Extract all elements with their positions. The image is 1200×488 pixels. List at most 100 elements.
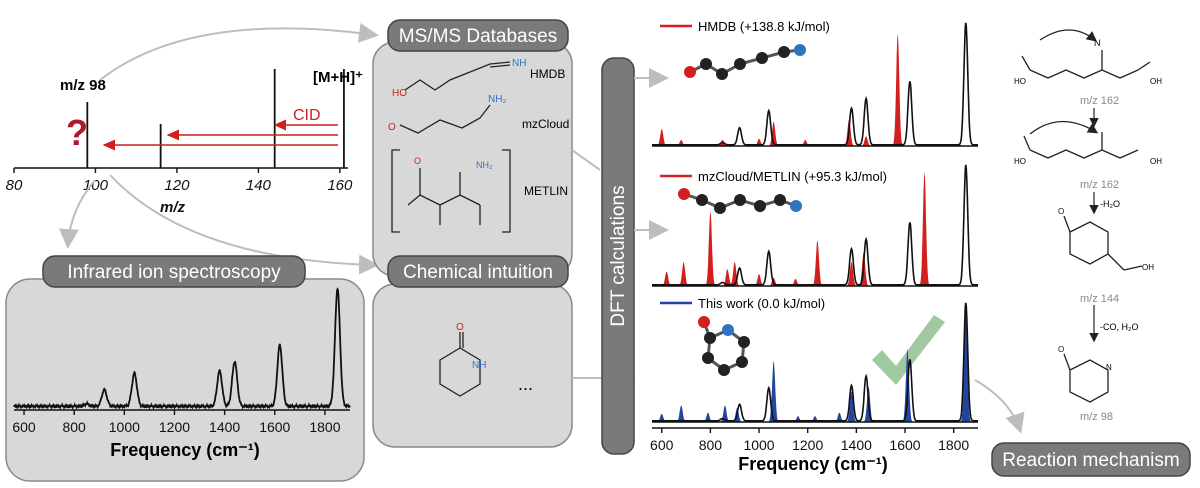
peak-label-98: m/z 98 (60, 77, 106, 94)
step-label-2: -CO, H₂O (1100, 322, 1139, 332)
db-label-hmdb: HMDB (530, 67, 565, 81)
ir-tick-label: 800 (62, 419, 86, 435)
ir-x-ticks: 600 800 1000 1200 1400 1600 1800 (12, 410, 341, 435)
question-mark: ? (66, 112, 88, 153)
svg-text:HO: HO (1014, 77, 1026, 86)
ms-tick-label: 140 (246, 177, 272, 194)
svg-text:NH: NH (512, 58, 526, 69)
ms-tick-label: 160 (327, 177, 353, 194)
ms-x-axis-label: m/z (160, 199, 186, 216)
dft-axis-label: Frequency (cm⁻¹) (738, 454, 888, 474)
dft-tick-label: 1800 (938, 437, 969, 453)
dft-tick-label: 1200 (792, 437, 823, 453)
chemical-intuition-pill (387, 255, 569, 288)
svg-text:O: O (1058, 207, 1064, 216)
ms-databases-title: MS/MS Databases (399, 26, 557, 47)
ms-spectrum-panel: 80 100 120 140 160 m/z 98 [M+H]⁺ CID ? m/z (6, 69, 363, 216)
mechanism-structure-1: HO OH N (1014, 29, 1162, 86)
dft-computed-spectrum (652, 33, 978, 146)
intuition-ellipsis: ... (518, 374, 533, 394)
arrow-to-mechanism (974, 379, 1025, 434)
arrow-db-to-dft (571, 149, 601, 171)
infrared-title: Infrared ion spectroscopy (67, 262, 281, 283)
hmdb-structure: HO NH (392, 58, 526, 99)
svg-text:NH₂: NH₂ (488, 94, 506, 105)
dft-computed-spectrum (652, 172, 978, 286)
dft-experimental-overlay (652, 22, 978, 146)
infrared-pill (42, 255, 306, 288)
svg-text:OH: OH (1142, 263, 1154, 272)
ms-tick-label: 80 (6, 177, 23, 194)
mz-label-1: m/z 162 (1080, 95, 1119, 107)
precursor-label: [M+H]⁺ (313, 69, 363, 86)
dft-tick-label: 1600 (889, 437, 920, 453)
arrow-to-infrared (58, 179, 96, 249)
svg-text:O: O (1058, 345, 1064, 354)
dft-experimental-overlay (652, 302, 978, 422)
dft-spectra: HMDB (+138.8 kJ/mol) mzCloud/METLIN (+95… (650, 19, 978, 474)
ms-tick-label: 100 (83, 177, 109, 194)
legend-thiswork: This work (0.0 kJ/mol) (698, 296, 825, 311)
dft-tick-label: 600 (650, 437, 674, 453)
ir-tick-label: 1200 (159, 419, 190, 435)
dft-experimental-overlay (652, 164, 978, 286)
ms-databases-pill (387, 19, 569, 52)
dft-tick-label: 800 (699, 437, 723, 453)
svg-text:N: N (1094, 38, 1101, 48)
svg-text:HO: HO (1014, 157, 1026, 166)
dft-x-ticks: 600 800 1000 1200 1400 1600 1800 (650, 428, 969, 453)
reaction-mechanism-title: Reaction mechanism (1002, 450, 1179, 471)
mz-label-2: m/z 162 (1080, 179, 1119, 191)
svg-text:OH: OH (1150, 77, 1162, 86)
svg-text:O: O (414, 156, 421, 166)
mechanism-structure-2: HO OH (1014, 120, 1162, 166)
legend-mzcloud: mzCloud/METLIN (+95.3 kJ/mol) (698, 169, 887, 184)
ir-tick-label: 1400 (209, 419, 240, 435)
svg-text:O: O (456, 322, 464, 333)
dft-section: DFT calculations (601, 57, 635, 455)
hmdb-3d-model (684, 44, 806, 80)
check-icon (872, 315, 945, 385)
mechanism-structure-4: O N (1058, 345, 1112, 403)
mz-label-3: m/z 144 (1080, 293, 1119, 305)
ir-tick-label: 1600 (259, 419, 290, 435)
infrared-section: Infrared ion spectroscopy 600 800 1000 1200… (5, 255, 365, 482)
mz-label-4: m/z 98 (1080, 411, 1113, 423)
svg-text:NH₂: NH₂ (476, 160, 493, 170)
step-label-1: -H₂O (1100, 199, 1120, 209)
svg-text:NH: NH (472, 360, 486, 371)
metlin-structure: O NH₂ (391, 149, 511, 233)
db-label-mzcloud: mzCloud (522, 117, 569, 131)
mechanism-section: HO OH N m/z 162 HO OH m/z 162 -H₂O O OH (991, 29, 1191, 477)
mzcloud-3d-model (678, 188, 802, 214)
lactam-structure: O NH (439, 322, 486, 397)
ms-tick-label: 120 (164, 177, 190, 194)
db-label-metlin: METLIN (524, 184, 568, 198)
thiswork-3d-model (698, 316, 750, 376)
legend-hmdb: HMDB (+138.8 kJ/mol) (698, 19, 830, 34)
dft-tick-label: 1400 (841, 437, 872, 453)
ms-peaks (86, 69, 345, 168)
arrow-to-intuition (109, 174, 379, 275)
cid-label: CID (293, 107, 321, 124)
databases-section: MS/MS Databases HO NH HMDB O NH₂ mzCloud… (372, 19, 573, 277)
ir-tick-label: 600 (12, 419, 36, 435)
ir-tick-label: 1800 (309, 419, 340, 435)
dft-tick-label: 1000 (743, 437, 774, 453)
mechanism-structure-3: O OH (1058, 207, 1154, 272)
mzcloud-structure: O NH₂ (388, 94, 506, 134)
svg-text:OH: OH (1150, 157, 1162, 166)
ir-spectrum-line (13, 287, 351, 411)
svg-text:HO: HO (392, 88, 407, 99)
svg-text:N: N (1106, 363, 1112, 372)
ir-tick-label: 1000 (109, 419, 140, 435)
chemical-intuition-title: Chemical intuition (403, 262, 553, 283)
svg-text:O: O (388, 122, 396, 133)
dft-title: DFT calculations (608, 185, 629, 326)
ms-x-ticks: 80 100 120 140 160 (6, 168, 353, 194)
intuition-section: Chemical intuition O NH ... (372, 255, 573, 448)
reaction-mechanism-pill (991, 442, 1191, 477)
ir-axis-label: Frequency (cm⁻¹) (110, 440, 260, 460)
arrow-to-databases (99, 22, 379, 81)
